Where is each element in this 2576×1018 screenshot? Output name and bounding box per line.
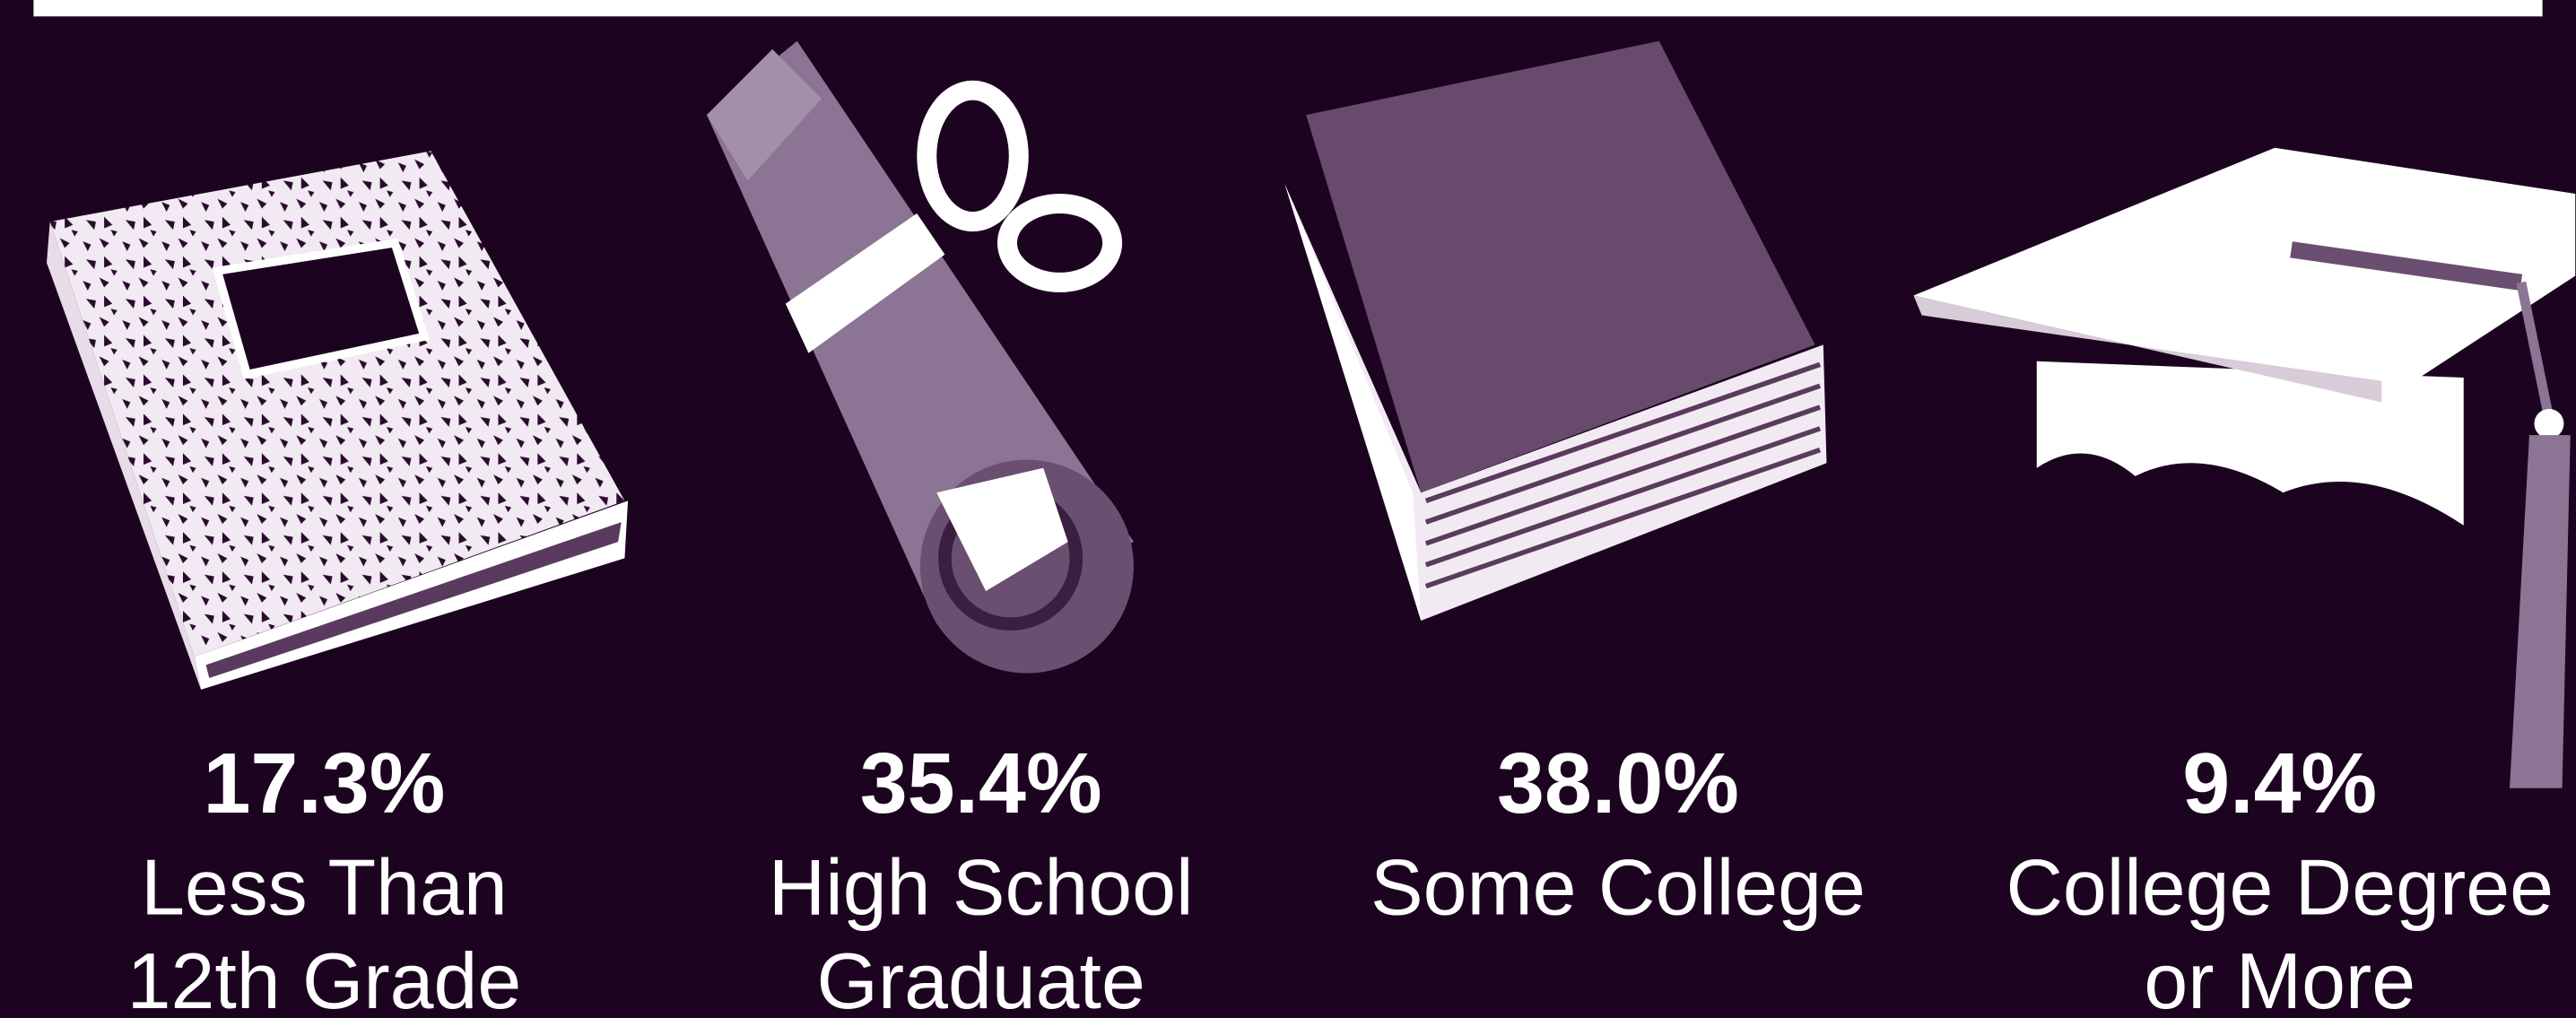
value-label: 9.4% xyxy=(2182,736,2377,831)
category-label: Some College xyxy=(1371,843,1866,932)
graduation-cap-icon xyxy=(1913,147,2576,788)
top-bar xyxy=(33,0,2543,17)
notebook-icon xyxy=(47,151,629,690)
value-label: 35.4% xyxy=(860,736,1102,831)
category-label: College Degree or More xyxy=(2006,843,2554,1018)
value-label: 17.3% xyxy=(203,736,445,831)
book-icon xyxy=(1284,40,1827,621)
category-label: Less Than 12th Grade xyxy=(127,843,522,1018)
category-label: High School Graduate xyxy=(769,843,1194,1018)
diploma-icon xyxy=(706,40,1134,674)
value-label: 38.0% xyxy=(1497,736,1739,831)
